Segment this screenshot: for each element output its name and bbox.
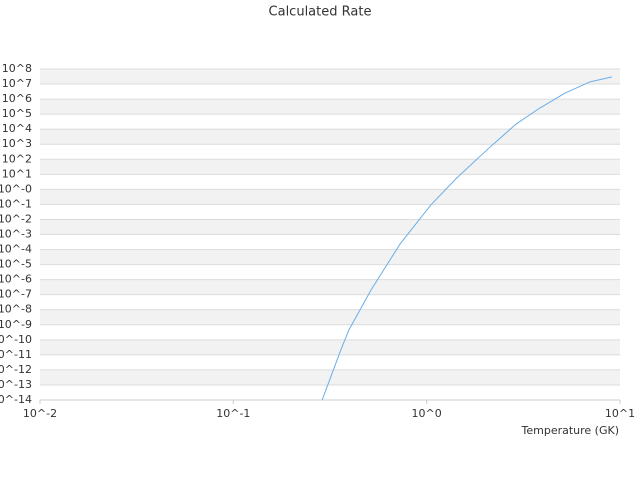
- y-tick-label: 10^6: [2, 92, 32, 105]
- band: [40, 129, 620, 145]
- chart-title: Calculated Rate: [269, 5, 372, 20]
- y-tick-label: 10^-7: [0, 288, 32, 301]
- x-axis-title: Temperature (GK): [521, 424, 620, 437]
- y-tick-label: 10^-1: [0, 197, 32, 210]
- y-tick-label: 10^-5: [0, 258, 32, 271]
- x-tick-label: 10^-1: [216, 407, 250, 420]
- y-tick-label: 10^-8: [0, 303, 32, 316]
- x-tick-label: 10^-2: [23, 407, 57, 420]
- y-tick-label: 10^-6: [0, 273, 32, 286]
- data-line: [321, 76, 613, 401]
- y-tick-label: 10^-11: [0, 348, 32, 361]
- band: [40, 189, 620, 205]
- y-tick-label: 10^-13: [0, 378, 32, 391]
- band: [40, 159, 620, 175]
- y-tick-label: 10^-14: [0, 393, 32, 406]
- y-tick-label: 10^-9: [0, 318, 32, 331]
- y-tick-label: 10^-0: [0, 182, 32, 195]
- x-tick-label: 10^0: [412, 407, 442, 420]
- band: [40, 369, 620, 385]
- band: [40, 219, 620, 235]
- y-tick-label: 10^3: [2, 137, 32, 150]
- y-tick-label: 10^-4: [0, 243, 32, 256]
- y-tick-label: 10^-10: [0, 333, 32, 346]
- band: [40, 309, 620, 325]
- band: [40, 99, 620, 115]
- band: [40, 339, 620, 355]
- y-tick-label: 10^4: [2, 122, 32, 135]
- y-tick-label: 10^-3: [0, 228, 32, 241]
- y-tick-label: 10^2: [2, 152, 32, 165]
- y-tick-label: 10^5: [2, 107, 32, 120]
- band: [40, 279, 620, 295]
- y-tick-label: 10^-2: [0, 212, 32, 225]
- y-tick-label: 10^-12: [0, 363, 32, 376]
- y-tick-label: 10^1: [2, 167, 32, 180]
- band: [40, 249, 620, 265]
- x-tick-label: 10^1: [605, 407, 635, 420]
- y-tick-label: 10^8: [2, 62, 32, 75]
- band: [40, 69, 620, 85]
- y-tick-label: 10^7: [2, 77, 32, 90]
